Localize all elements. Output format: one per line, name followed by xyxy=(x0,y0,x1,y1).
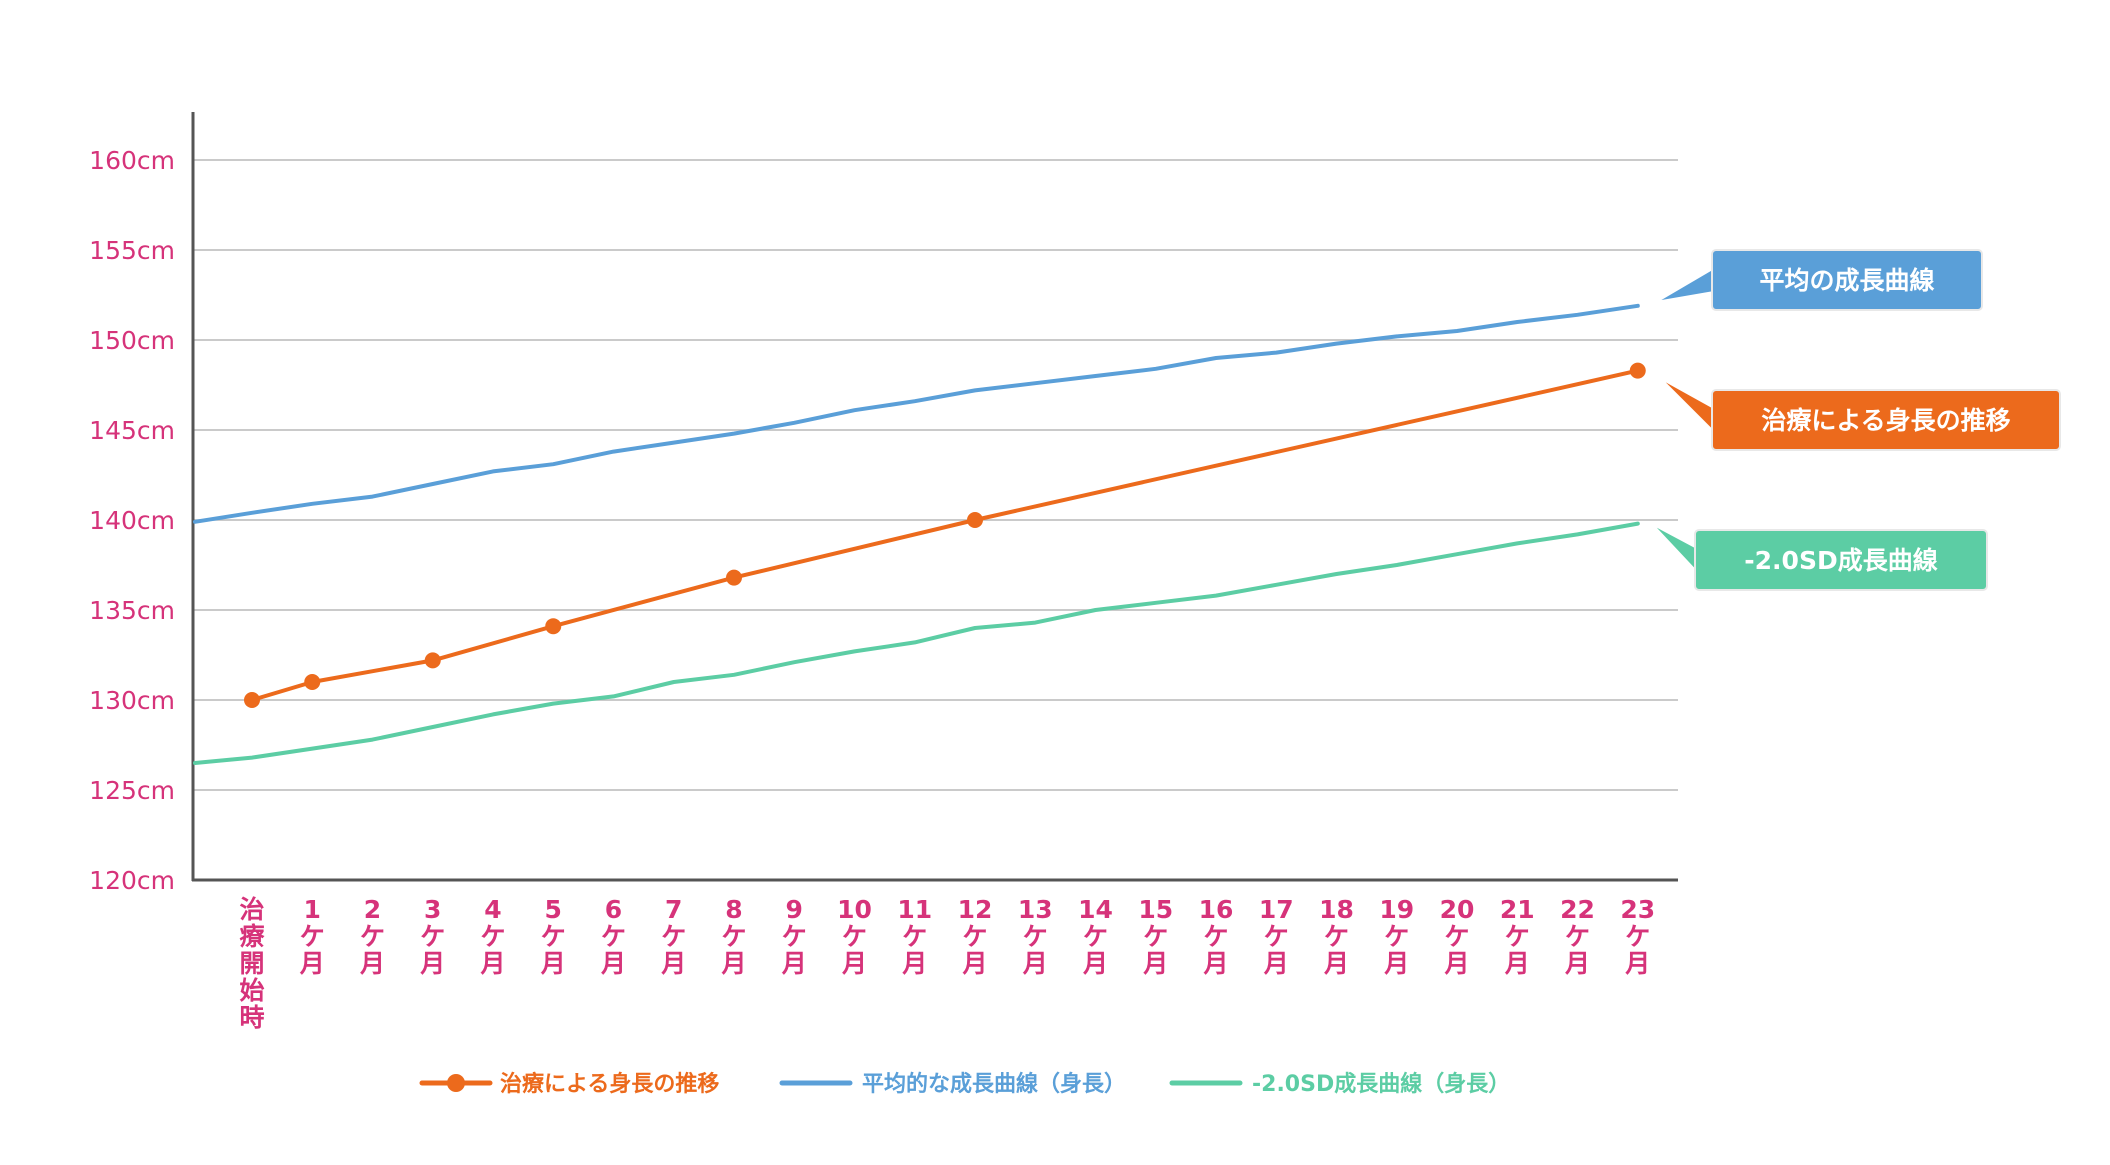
x-tick-label: 16 ケ月 xyxy=(1199,895,1234,978)
callout-label: -2.0SD成長曲線 xyxy=(1744,546,1937,575)
y-tick-labels: 120cm 125cm 130cm 135cm 140cm 145cm 150cm 155cm… xyxy=(89,146,175,895)
legend-item-sd: -2.0SD成長曲線（身長） xyxy=(1169,1071,1510,1097)
series-lines xyxy=(193,303,1646,765)
data-point-treatment xyxy=(424,652,441,669)
data-point-treatment xyxy=(967,512,983,528)
legend: 治療による身長の推移 平均的な成長曲線（身長） -2.0SD成長曲線（身長） xyxy=(419,1071,1510,1097)
legend-marker xyxy=(447,1074,465,1092)
x-tick-label: 18 ケ月 xyxy=(1319,895,1354,978)
x-tick-label: 12 ケ月 xyxy=(958,895,993,978)
x-tick-label: 15 ケ月 xyxy=(1138,895,1173,978)
callout-pointer xyxy=(1651,523,1698,573)
data-point-treatment xyxy=(304,674,321,690)
y-tick-label: 155cm xyxy=(89,236,175,265)
series-line-sd xyxy=(193,521,1640,765)
callout-label: 平均の成長曲線 xyxy=(1759,266,1934,295)
x-tick-label: 13 ケ月 xyxy=(1018,895,1053,978)
x-tick-label: 14 ケ月 xyxy=(1078,895,1113,978)
callout-treatment: 治療による身長の推移 xyxy=(1659,377,2061,451)
x-tick-label: 5 ケ月 xyxy=(540,895,566,978)
x-tick-label: 20 ケ月 xyxy=(1440,895,1475,978)
x-tick-label: 7 ケ月 xyxy=(660,895,686,978)
callout-pointer xyxy=(1655,267,1715,303)
x-tick-label: 23 ケ月 xyxy=(1620,895,1655,978)
x-tick-label: 1 ケ月 xyxy=(299,895,325,978)
x-tick-label: 治療開始時 xyxy=(239,895,264,1032)
y-tick-label: 150cm xyxy=(89,326,175,355)
x-tick-label: 9 ケ月 xyxy=(781,895,807,978)
data-point-treatment xyxy=(545,618,562,635)
legend-item-average: 平均的な成長曲線（身長） xyxy=(779,1071,1126,1097)
data-point-treatment xyxy=(1629,362,1646,379)
axes xyxy=(191,112,1678,882)
y-tick-label: 135cm xyxy=(89,596,175,625)
y-tick-label: 145cm xyxy=(89,416,175,445)
legend-label: 治療による身長の推移 xyxy=(500,1071,719,1097)
x-tick-labels: 治療開始時 1 ケ月 2 ケ月 3 ケ月 4 ケ月 5 ケ月 6 ケ月 7 ケ月 8 ケ月 9 ケ月 10 ケ月 11 ケ月… xyxy=(239,895,1655,1032)
y-tick-label: 125cm xyxy=(89,776,175,805)
x-tick-label: 21 ケ月 xyxy=(1500,895,1535,978)
callout-average: 平均の成長曲線 xyxy=(1655,249,1983,311)
x-tick-label: 2 ケ月 xyxy=(359,895,385,978)
x-tick-label: 8 ケ月 xyxy=(720,895,746,978)
x-tick-label: 11 ケ月 xyxy=(897,895,932,978)
y-tick-label: 130cm xyxy=(89,686,175,715)
gridlines xyxy=(193,159,1678,791)
legend-item-treatment: 治療による身長の推移 xyxy=(419,1071,719,1097)
series-line-average xyxy=(193,303,1640,524)
legend-label: -2.0SD成長曲線（身長） xyxy=(1252,1071,1510,1097)
y-tick-label: 120cm xyxy=(89,866,175,895)
y-tick-label: 140cm xyxy=(89,506,175,535)
x-tick-label: 22 ケ月 xyxy=(1560,895,1595,978)
x-tick-label: 10 ケ月 xyxy=(837,895,872,978)
y-tick-label: 160cm xyxy=(89,146,175,175)
callout-label: 治療による身長の推移 xyxy=(1761,406,2010,435)
data-point-treatment xyxy=(726,569,742,586)
x-tick-label: 19 ケ月 xyxy=(1379,895,1414,978)
x-tick-label: 6 ケ月 xyxy=(600,895,626,978)
callout-pointer xyxy=(1659,377,1715,433)
legend-label: 平均的な成長曲線（身長） xyxy=(862,1071,1126,1097)
series-line-treatment xyxy=(250,368,1640,702)
data-point-treatment xyxy=(244,692,260,708)
x-tick-label: 3 ケ月 xyxy=(419,895,445,978)
x-tick-label: 4 ケ月 xyxy=(479,895,505,978)
x-tick-label: 17 ケ月 xyxy=(1259,895,1294,978)
callout-box xyxy=(1711,249,1983,311)
callout-box xyxy=(1694,529,1988,591)
callout-box xyxy=(1711,389,2061,451)
callout-sd: -2.0SD成長曲線 xyxy=(1651,523,1988,591)
